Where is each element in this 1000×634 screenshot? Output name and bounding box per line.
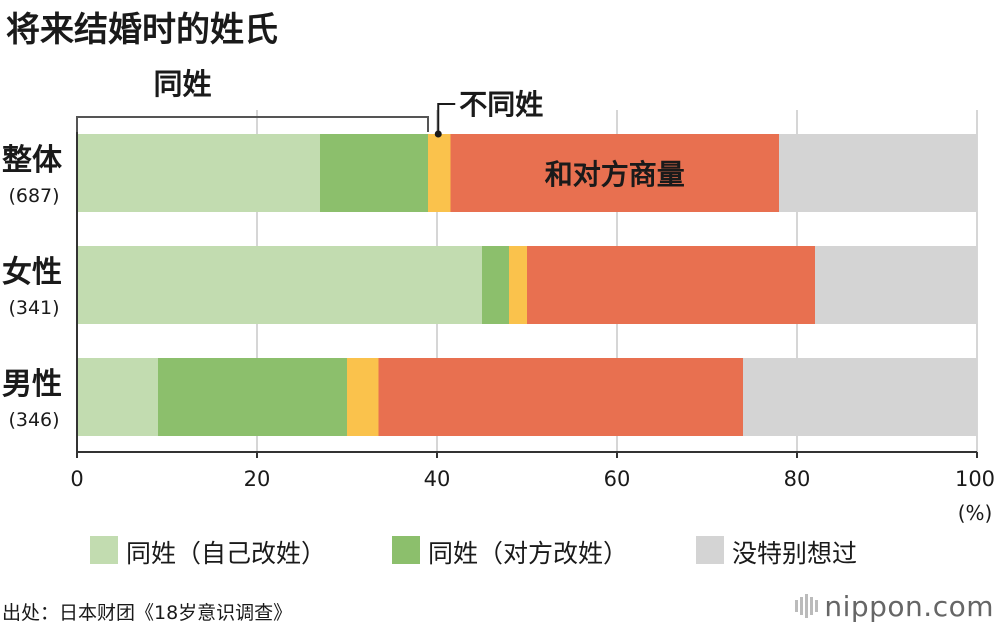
bar-segment [347,358,379,436]
brand-logo: nippon.com [794,590,994,623]
brand-text: nippon.com [824,590,994,623]
x-tick-label: 80 [784,467,811,491]
different-surname-label: 不同姓 [459,88,543,121]
bar-segment [743,358,977,436]
category-count: (341) [8,297,59,319]
discuss-label: 和对方商量 [545,158,685,191]
legend-swatch-not-thought [696,536,724,564]
same-surname-bracket [76,116,429,132]
x-unit-label: (%) [958,501,993,525]
bar-segment [779,134,977,212]
bar-segment [320,134,428,212]
bar-segment [378,358,743,436]
bar-segment [77,246,482,324]
x-tick-label: 0 [70,467,83,491]
same-surname-label: 同姓 [153,67,211,101]
bar-segment [428,134,451,212]
source-note: 出处：日本财团《18岁意识调查》 [2,602,293,624]
bar-segment [482,246,509,324]
legend-label-own-surname: 同姓（自己改姓） [126,539,327,568]
bar-segment [77,134,320,212]
category-label: 整体 [2,143,63,178]
x-tick-label: 20 [244,467,271,491]
bar-segment [450,134,779,212]
category-count: (687) [8,185,59,207]
bar-segment [158,358,347,436]
bar-segment [815,246,977,324]
x-tick-label: 40 [424,467,451,491]
x-tick-label: 60 [604,467,631,491]
x-tick-label: 100 [955,467,995,491]
category-label: 女性 [2,255,62,290]
category-label: 男性 [2,367,62,402]
different-surname-dot [434,130,442,138]
bar-segment [77,358,158,436]
category-count: (346) [8,409,59,431]
legend-swatch-partner-surname [392,536,420,564]
legend-label-partner-surname: 同姓（对方改姓） [428,539,629,568]
legend-label-not-thought: 没特别想过 [732,539,858,568]
legend-swatch-own-surname [90,536,118,564]
different-surname-pointer [437,103,456,136]
nippon-logo-icon [795,594,819,618]
chart-title: 将来结婚时的姓氏 [6,10,278,50]
bar-segment [527,246,815,324]
bar-segment [509,246,527,324]
